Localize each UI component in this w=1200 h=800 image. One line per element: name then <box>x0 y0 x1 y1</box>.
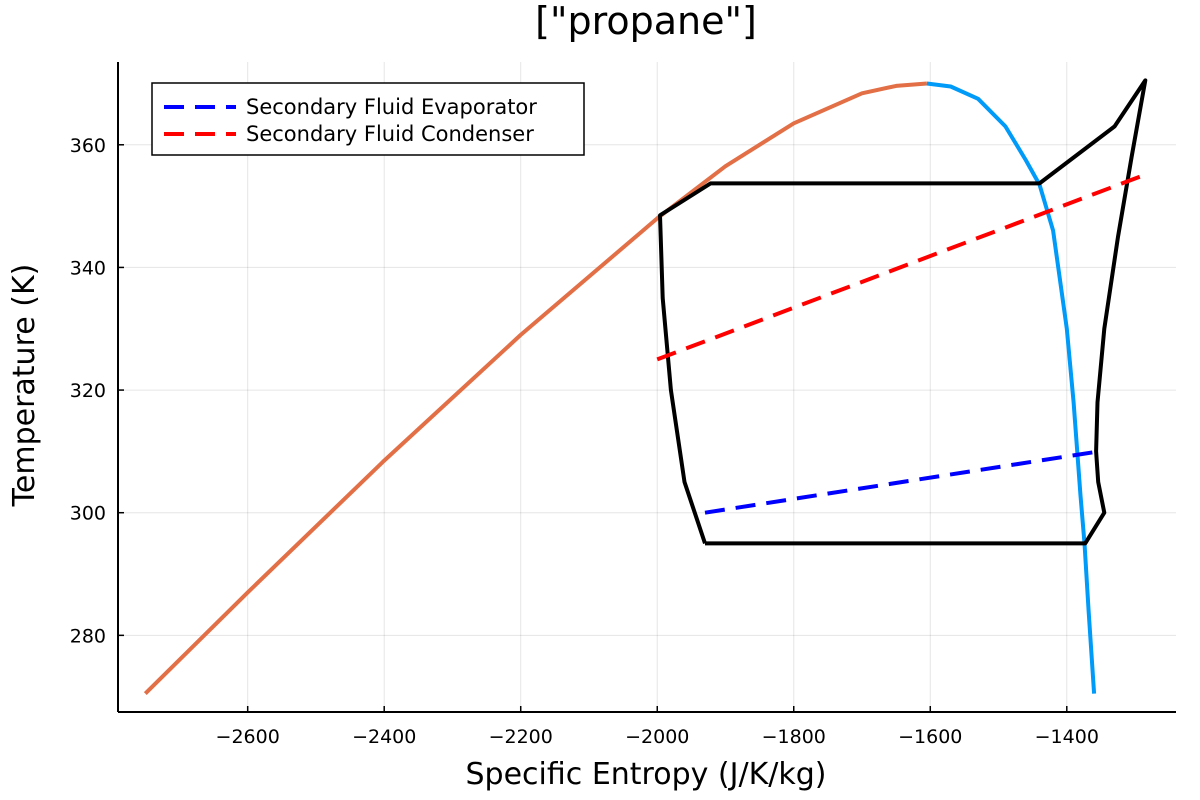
y-tick-label: 280 <box>70 625 106 647</box>
y-tick-label: 320 <box>70 380 106 402</box>
series-group <box>143 78 1148 696</box>
x-tick-label: −1800 <box>762 726 826 748</box>
x-tick-label: −2000 <box>625 726 689 748</box>
x-tick-label: −2200 <box>489 726 553 748</box>
y-tick-label: 300 <box>70 503 106 525</box>
series-line-0 <box>143 81 928 696</box>
axes <box>117 62 1176 713</box>
x-axis-title: Specific Entropy (J/K/kg) <box>466 757 827 792</box>
series-line-2 <box>658 78 1148 546</box>
legend-label-1: Secondary Fluid Condenser <box>246 122 534 146</box>
y-tick-label: 360 <box>70 135 106 157</box>
series-line-3 <box>704 449 1100 515</box>
series-line-4 <box>656 174 1141 362</box>
y-axis-title: Temperature (K) <box>7 264 42 508</box>
tick-labels: −2600 −2400 −2200 −2000 −1800 −1600 −1400 280 30… <box>70 135 1099 748</box>
legend-box <box>151 82 585 156</box>
x-tick-label: −1400 <box>1035 726 1099 748</box>
x-tick-label: −1600 <box>898 726 962 748</box>
x-tick-label: −2600 <box>216 726 280 748</box>
chart-title: ["propane"] <box>535 0 757 43</box>
legend: Secondary Fluid Evaporator Secondary Flui… <box>151 82 585 156</box>
y-tick-label: 340 <box>70 257 106 279</box>
grid <box>118 62 1176 712</box>
x-tick-label: −2400 <box>352 726 416 748</box>
legend-label-0: Secondary Fluid Evaporator <box>246 95 537 119</box>
